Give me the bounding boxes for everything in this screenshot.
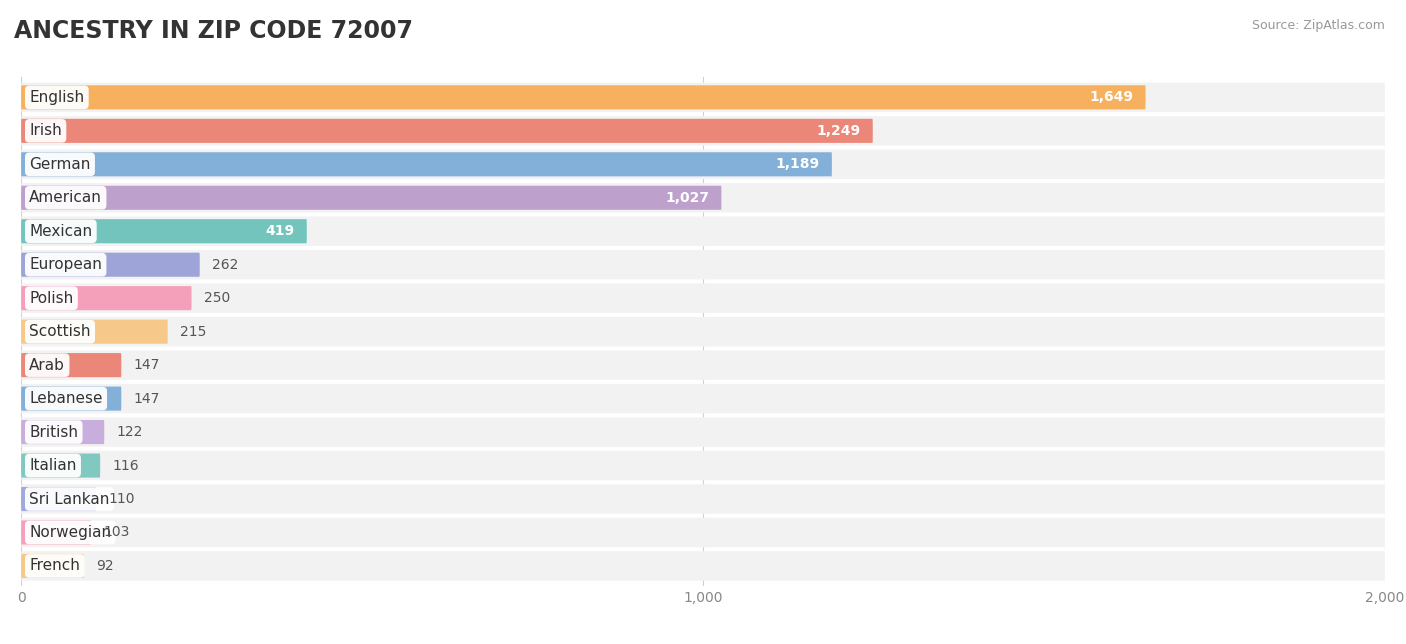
Text: 262: 262 <box>212 258 239 272</box>
FancyBboxPatch shape <box>21 487 96 511</box>
FancyBboxPatch shape <box>21 520 91 545</box>
Text: British: British <box>30 424 79 440</box>
FancyBboxPatch shape <box>21 417 1385 447</box>
FancyBboxPatch shape <box>21 286 191 310</box>
Text: 122: 122 <box>117 425 143 439</box>
Text: American: American <box>30 190 103 205</box>
FancyBboxPatch shape <box>21 319 167 344</box>
FancyBboxPatch shape <box>21 118 873 143</box>
Text: Polish: Polish <box>30 290 73 306</box>
FancyBboxPatch shape <box>21 551 1385 581</box>
Text: Mexican: Mexican <box>30 223 93 239</box>
FancyBboxPatch shape <box>21 152 832 176</box>
Text: Lebanese: Lebanese <box>30 391 103 406</box>
FancyBboxPatch shape <box>21 82 1385 112</box>
FancyBboxPatch shape <box>21 317 1385 346</box>
FancyBboxPatch shape <box>21 149 1385 179</box>
Text: Arab: Arab <box>30 357 65 373</box>
Text: 419: 419 <box>266 224 294 238</box>
Text: 103: 103 <box>104 526 129 540</box>
Text: 1,027: 1,027 <box>665 191 709 205</box>
FancyBboxPatch shape <box>21 554 84 578</box>
FancyBboxPatch shape <box>21 219 307 243</box>
FancyBboxPatch shape <box>21 250 1385 279</box>
FancyBboxPatch shape <box>21 85 1146 109</box>
Text: 116: 116 <box>112 459 139 473</box>
Text: 250: 250 <box>204 291 231 305</box>
FancyBboxPatch shape <box>21 386 121 411</box>
Text: 1,249: 1,249 <box>817 124 860 138</box>
Text: 1,649: 1,649 <box>1090 90 1133 104</box>
Text: 215: 215 <box>180 325 207 339</box>
Text: Italian: Italian <box>30 458 77 473</box>
Text: 147: 147 <box>134 392 160 406</box>
Text: 92: 92 <box>96 559 114 573</box>
FancyBboxPatch shape <box>21 183 1385 213</box>
FancyBboxPatch shape <box>21 252 200 277</box>
FancyBboxPatch shape <box>21 518 1385 547</box>
Text: English: English <box>30 90 84 105</box>
FancyBboxPatch shape <box>21 453 100 478</box>
Text: European: European <box>30 257 103 272</box>
FancyBboxPatch shape <box>21 116 1385 146</box>
FancyBboxPatch shape <box>21 353 121 377</box>
FancyBboxPatch shape <box>21 484 1385 514</box>
FancyBboxPatch shape <box>21 350 1385 380</box>
FancyBboxPatch shape <box>21 185 721 210</box>
FancyBboxPatch shape <box>21 216 1385 246</box>
FancyBboxPatch shape <box>21 420 104 444</box>
Text: Norwegian: Norwegian <box>30 525 111 540</box>
Text: 1,189: 1,189 <box>776 157 820 171</box>
FancyBboxPatch shape <box>21 283 1385 313</box>
Text: Scottish: Scottish <box>30 324 91 339</box>
Text: Sri Lankan: Sri Lankan <box>30 491 110 507</box>
FancyBboxPatch shape <box>21 451 1385 480</box>
Text: Source: ZipAtlas.com: Source: ZipAtlas.com <box>1251 19 1385 32</box>
Text: 147: 147 <box>134 358 160 372</box>
Text: Irish: Irish <box>30 124 62 138</box>
Text: German: German <box>30 156 90 172</box>
FancyBboxPatch shape <box>21 384 1385 413</box>
Text: 110: 110 <box>108 492 135 506</box>
Text: French: French <box>30 558 80 573</box>
Text: ANCESTRY IN ZIP CODE 72007: ANCESTRY IN ZIP CODE 72007 <box>14 19 413 43</box>
